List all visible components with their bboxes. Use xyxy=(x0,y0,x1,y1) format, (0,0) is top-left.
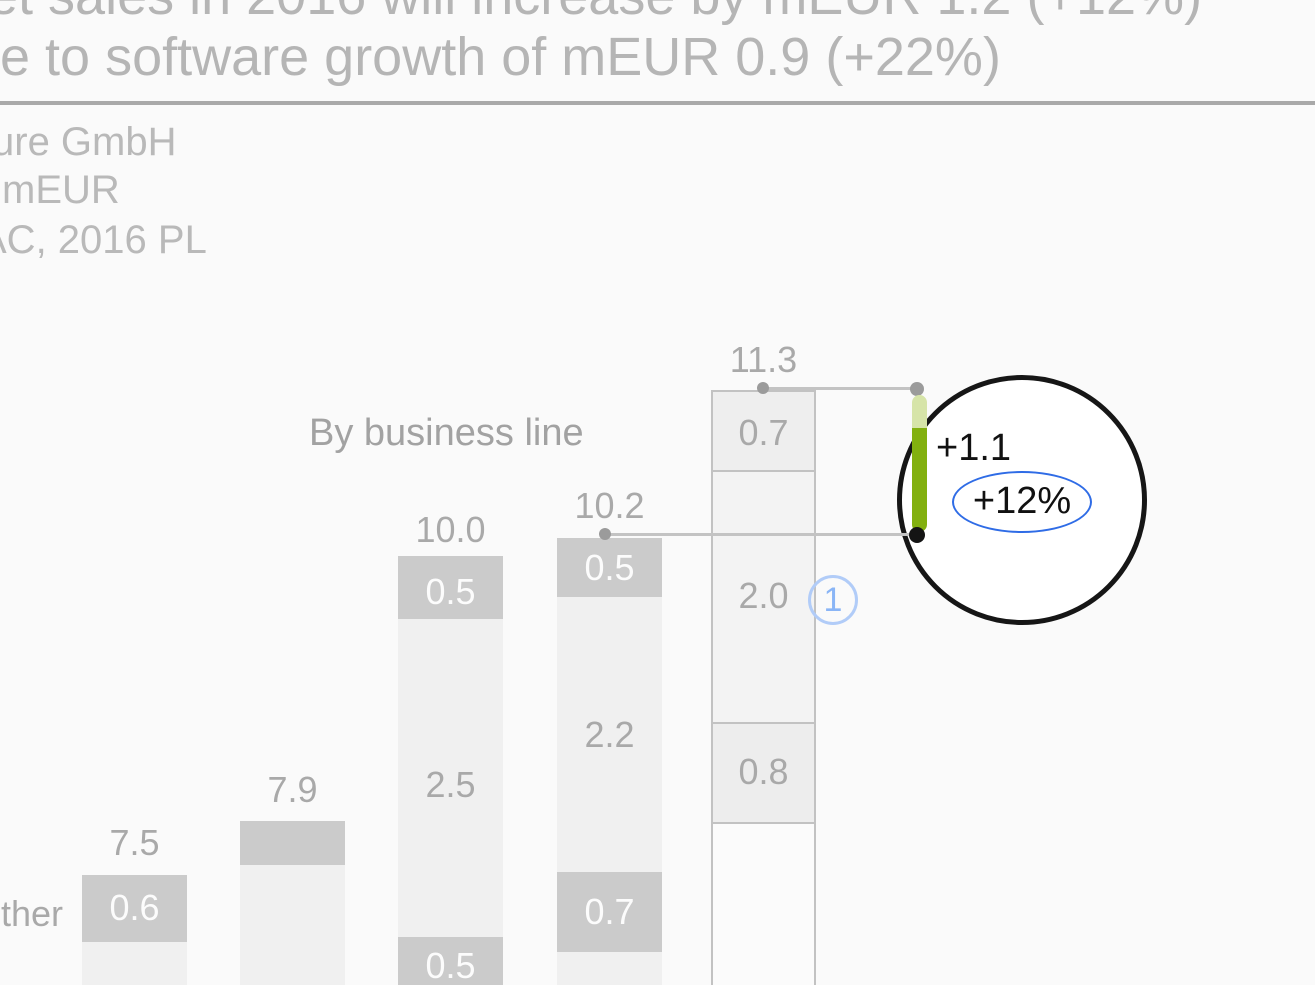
bar3-segment-light xyxy=(398,619,503,937)
connector-dot-bar4 xyxy=(599,528,611,540)
segment-label: 0.5 xyxy=(425,571,476,612)
percent-label: +12% xyxy=(972,480,1072,522)
row-label: ther xyxy=(1,893,64,934)
growth-arrow-inside xyxy=(912,428,927,532)
segment-label: 0.5 xyxy=(425,945,476,985)
total-label-bar2: 7.9 xyxy=(267,769,318,810)
chart-group-label: By business line xyxy=(309,412,584,454)
slide-title-line-2: e to software growth of mEUR 0.9 (+22%) xyxy=(0,27,1001,87)
segment-label: 0.7 xyxy=(738,412,789,453)
unit-label: mEUR xyxy=(2,168,120,212)
segment-label: 0.8 xyxy=(738,751,789,792)
bar4-segment-light xyxy=(557,597,662,872)
company-label: ure GmbH xyxy=(0,120,177,164)
percent-ellipse: +12% xyxy=(952,471,1092,533)
total-label-bar3: 10.0 xyxy=(415,509,486,550)
bar3-segment-dark-top xyxy=(398,556,503,619)
segment-label: 2.5 xyxy=(425,764,476,805)
bar4-segment-light-bottom xyxy=(557,952,662,985)
bar2-segment-light xyxy=(240,865,345,985)
bar1-segment-light xyxy=(82,942,187,985)
growth-arrow-outside xyxy=(912,395,927,428)
growth-arrow xyxy=(912,395,927,532)
segment-label: 2.2 xyxy=(584,714,635,755)
bar5-segment-4 xyxy=(711,822,816,985)
segment-label: 2.0 xyxy=(738,575,789,616)
connector-line-bottom xyxy=(605,533,917,536)
connector-dot-bar5 xyxy=(757,382,769,394)
bar2-segment-dark xyxy=(240,821,345,865)
title-divider xyxy=(0,101,1315,105)
connector-line-top xyxy=(763,387,917,390)
bar1-segment-dark xyxy=(82,875,187,942)
segment-label: 0.7 xyxy=(584,891,635,932)
total-label-bar5: 11.3 xyxy=(729,339,798,380)
bar4-segment-dark-bottom xyxy=(557,872,662,952)
total-label-bar1: 7.5 xyxy=(109,822,160,863)
bar4-segment-dark-top xyxy=(557,538,662,597)
segment-label: 0.5 xyxy=(584,547,635,588)
footnote-1-badge: 1 xyxy=(808,575,858,625)
segment-label: 0.6 xyxy=(109,887,160,928)
bar3-segment-dark-bottom xyxy=(398,937,503,985)
delta-label: +1.1 xyxy=(936,427,1012,469)
total-label-bar4: 10.2 xyxy=(574,485,645,526)
connector-dot-top-right xyxy=(910,382,924,396)
source-label: AC, 2016 PL xyxy=(0,218,207,262)
connector-dot-black xyxy=(909,527,925,543)
slide-title-line-1: et sales in 2016 will increase by mEUR 1… xyxy=(0,0,1202,27)
